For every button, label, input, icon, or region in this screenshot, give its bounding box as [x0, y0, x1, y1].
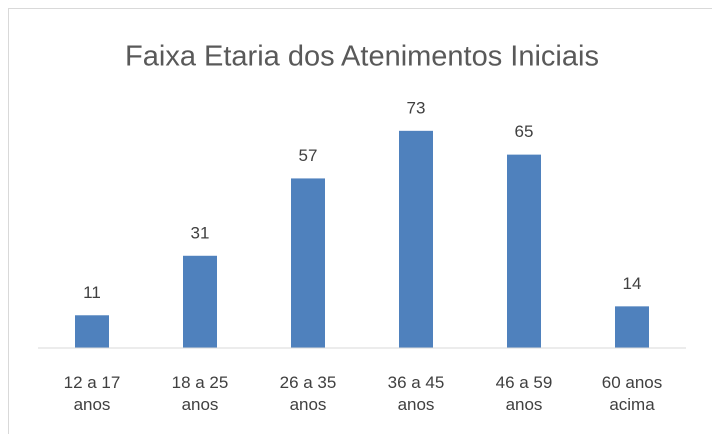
data-label: 73 [407, 98, 426, 117]
data-label: 14 [623, 274, 642, 293]
bar [507, 154, 541, 348]
data-label: 31 [191, 223, 210, 242]
x-tick-label: 60 anos acima [601, 373, 663, 414]
x-tick-label: 18 a 25 anos [171, 373, 229, 414]
bar [75, 315, 109, 348]
bar [291, 178, 325, 348]
data-label: 57 [299, 146, 318, 165]
x-tick-label: 12 a 17 anos [63, 373, 121, 414]
x-tick-label: 46 a 59 anos [495, 373, 553, 414]
bar [615, 306, 649, 348]
bar [183, 255, 217, 348]
chart-border [8, 8, 712, 434]
bar [399, 130, 433, 348]
chart-title: Faixa Etaria dos Atenimentos Iniciais [125, 41, 599, 73]
data-label: 11 [83, 283, 101, 302]
x-tick-label: 26 a 35 anos [279, 373, 337, 414]
data-label: 65 [515, 122, 534, 141]
x-tick-label: 36 a 45 anos [387, 373, 445, 414]
